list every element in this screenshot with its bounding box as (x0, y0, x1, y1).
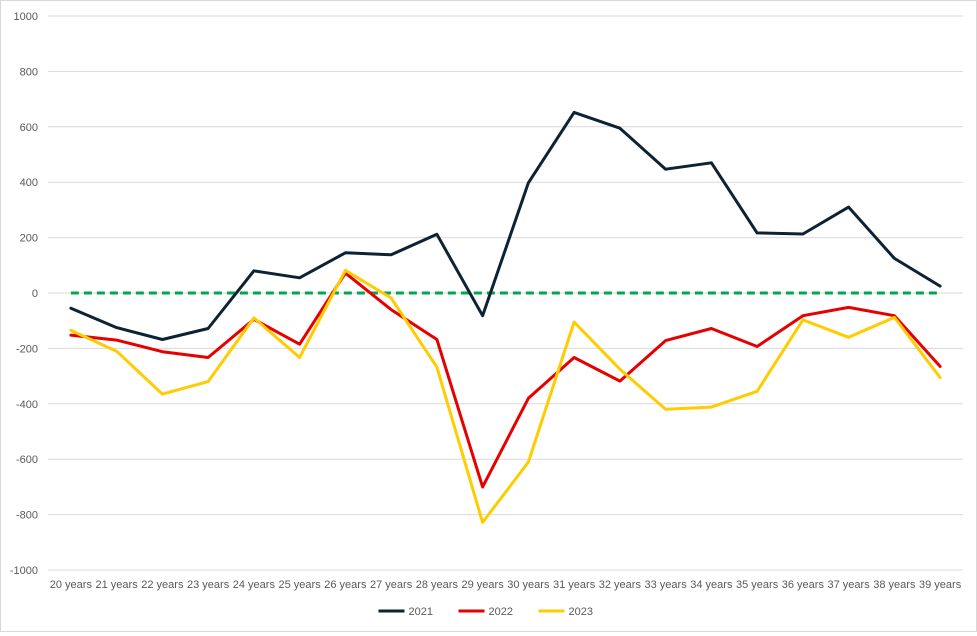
series-line-2022 (69, 271, 942, 489)
x-tick-label: 23 years (187, 579, 230, 591)
x-tick-label: 21 years (96, 579, 139, 591)
x-tick-label: 27 years (370, 579, 413, 591)
x-tick-label: 20 years (50, 579, 93, 591)
y-tick-label: 800 (20, 66, 38, 78)
legend-label-2021: 2021 (409, 606, 433, 618)
x-tick-label: 35 years (736, 579, 779, 591)
x-tick-label: 36 years (782, 579, 825, 591)
y-tick-label: -200 (16, 343, 38, 355)
legend-label-2023: 2023 (569, 606, 593, 618)
series-line-2023 (69, 268, 942, 524)
legend-label-2022: 2022 (489, 606, 513, 618)
x-tick-label: 24 years (233, 579, 276, 591)
y-axis-ticks: -1000 -800 -600 -400 -200 0 200 400 600 800 1000 (10, 11, 38, 577)
x-tick-label: 26 years (324, 579, 367, 591)
series-lines (69, 110, 942, 524)
y-tick-label: 1000 (14, 11, 38, 23)
x-tick-label: 28 years (416, 579, 459, 591)
y-tick-label: 200 (20, 233, 38, 245)
y-tick-label: -600 (16, 454, 38, 466)
x-tick-label: 38 years (873, 579, 916, 591)
y-tick-label: 400 (20, 177, 38, 189)
series-line-2021 (69, 110, 942, 341)
x-axis-ticks: 20 years 21 years 22 years 23 years 24 years… (50, 579, 962, 591)
y-tick-label: 600 (20, 122, 38, 134)
x-tick-label: 39 years (919, 579, 962, 591)
x-tick-label: 32 years (599, 579, 642, 591)
legend: 2021 2022 2023 (378, 606, 593, 618)
x-tick-label: 29 years (462, 579, 505, 591)
y-tick-label: -400 (16, 399, 38, 411)
x-tick-label: 30 years (507, 579, 550, 591)
x-tick-label: 33 years (645, 579, 688, 591)
x-tick-label: 37 years (828, 579, 871, 591)
x-tick-label: 25 years (279, 579, 322, 591)
x-tick-label: 34 years (690, 579, 733, 591)
x-tick-label: 22 years (141, 579, 184, 591)
y-tick-label: -800 (16, 510, 38, 522)
x-tick-label: 31 years (553, 579, 596, 591)
y-tick-label: 0 (32, 288, 38, 300)
y-tick-label: -1000 (10, 565, 38, 577)
